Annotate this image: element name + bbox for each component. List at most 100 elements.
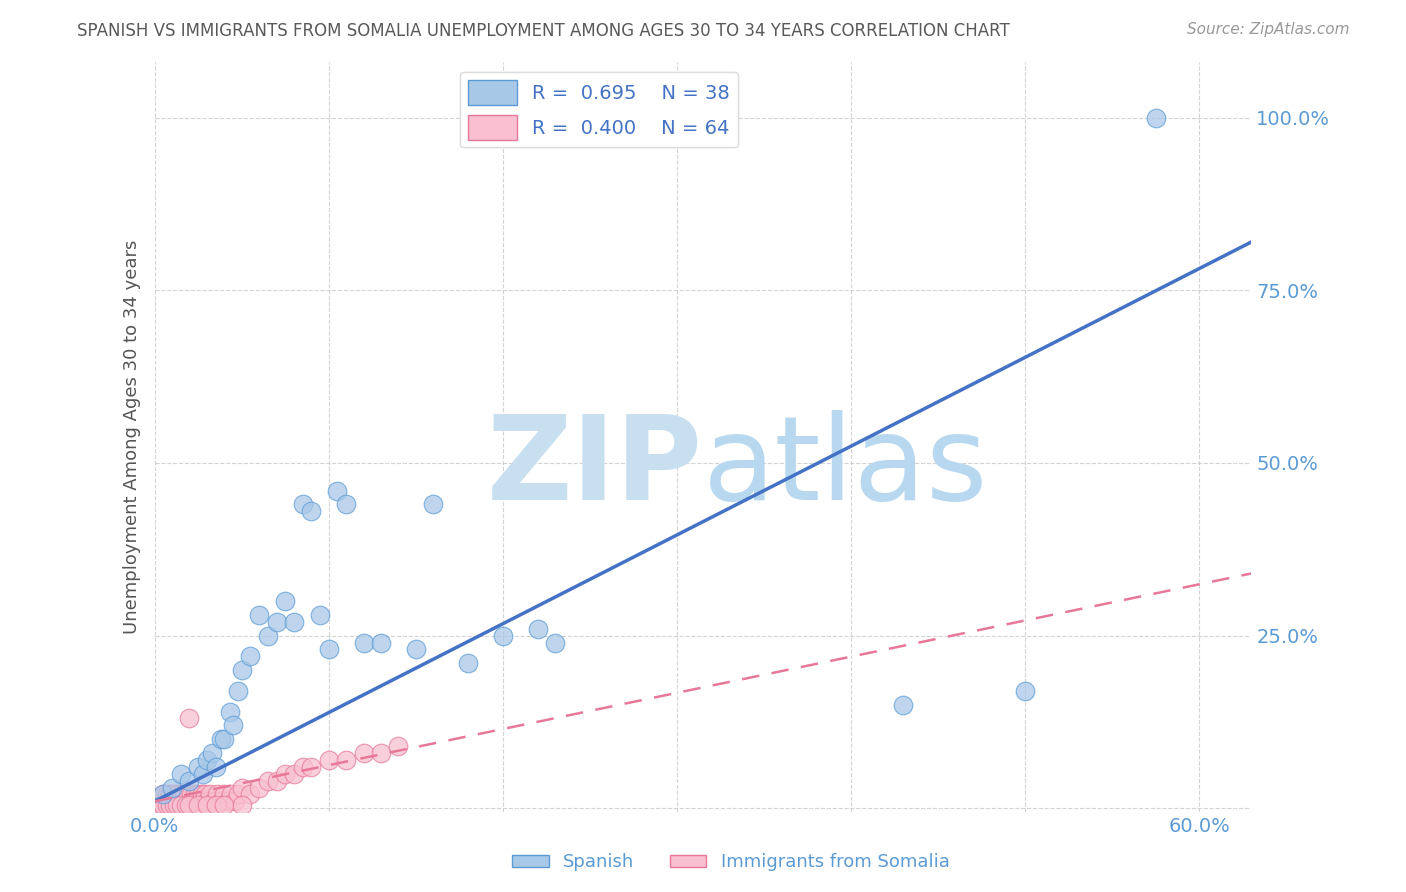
Point <box>152 788 174 802</box>
Point <box>201 746 224 760</box>
Point <box>159 788 181 802</box>
Point <box>256 629 278 643</box>
Point <box>226 684 249 698</box>
Point <box>326 483 349 498</box>
Point <box>174 797 197 812</box>
Point <box>214 732 236 747</box>
Point <box>193 766 215 780</box>
Point <box>1014 684 1036 698</box>
Point <box>224 794 246 808</box>
Point <box>179 773 201 788</box>
Point <box>526 622 548 636</box>
Point <box>219 788 242 802</box>
Point <box>156 797 179 812</box>
Point <box>188 794 211 808</box>
Point <box>214 797 236 812</box>
Point <box>187 797 209 812</box>
Point <box>157 794 180 808</box>
Point <box>153 794 176 808</box>
Point <box>239 649 262 664</box>
Text: SPANISH VS IMMIGRANTS FROM SOMALIA UNEMPLOYMENT AMONG AGES 30 TO 34 YEARS CORREL: SPANISH VS IMMIGRANTS FROM SOMALIA UNEMP… <box>77 22 1010 40</box>
Point <box>370 746 392 760</box>
Text: ZIP: ZIP <box>486 409 703 524</box>
Point <box>152 788 174 802</box>
Point <box>209 794 232 808</box>
Point <box>165 794 187 808</box>
Point <box>299 760 322 774</box>
Point <box>318 642 340 657</box>
Point <box>370 635 392 649</box>
Point <box>160 780 183 795</box>
Point <box>195 753 218 767</box>
Point <box>318 753 340 767</box>
Point <box>170 766 193 780</box>
Point <box>299 504 322 518</box>
Point <box>166 788 188 802</box>
Point <box>156 788 179 802</box>
Legend: Spanish, Immigrants from Somalia: Spanish, Immigrants from Somalia <box>505 847 957 879</box>
Y-axis label: Unemployment Among Ages 30 to 34 years: Unemployment Among Ages 30 to 34 years <box>122 240 141 634</box>
Point <box>204 760 226 774</box>
Point <box>247 780 270 795</box>
Point <box>231 780 253 795</box>
Point <box>353 635 375 649</box>
Text: Source: ZipAtlas.com: Source: ZipAtlas.com <box>1187 22 1350 37</box>
Point <box>492 629 515 643</box>
Point <box>172 794 194 808</box>
Point <box>181 794 204 808</box>
Point <box>256 773 278 788</box>
Point <box>291 760 314 774</box>
Point <box>247 607 270 622</box>
Point <box>405 642 427 657</box>
Point <box>226 788 249 802</box>
Point <box>222 718 245 732</box>
Point <box>207 788 229 802</box>
Point <box>200 788 222 802</box>
Point <box>173 788 195 802</box>
Point <box>163 797 186 812</box>
Point <box>195 794 218 808</box>
Point <box>177 788 200 802</box>
Point <box>291 497 314 511</box>
Point <box>266 615 288 629</box>
Point <box>202 794 225 808</box>
Text: atlas: atlas <box>703 409 988 524</box>
Point <box>231 797 253 812</box>
Point <box>170 797 193 812</box>
Point <box>194 788 217 802</box>
Point <box>167 794 190 808</box>
Point <box>217 794 239 808</box>
Point <box>266 773 288 788</box>
Point <box>422 497 444 511</box>
Point <box>239 788 262 802</box>
Point <box>891 698 914 712</box>
Point <box>309 607 332 622</box>
Point <box>283 615 305 629</box>
Point <box>149 797 172 812</box>
Point <box>274 594 297 608</box>
Point <box>183 788 205 802</box>
Legend: R =  0.695    N = 38, R =  0.400    N = 64: R = 0.695 N = 38, R = 0.400 N = 64 <box>461 72 738 147</box>
Point <box>152 797 174 812</box>
Point <box>159 797 181 812</box>
Point <box>186 794 208 808</box>
Point <box>170 788 193 802</box>
Point <box>163 788 186 802</box>
Point <box>187 760 209 774</box>
Point <box>214 788 236 802</box>
Point <box>174 794 197 808</box>
Point <box>160 794 183 808</box>
Point <box>457 657 479 671</box>
Point <box>353 746 375 760</box>
Point <box>179 711 201 725</box>
Point <box>274 766 297 780</box>
Point <box>179 797 201 812</box>
Point <box>187 788 209 802</box>
Point <box>283 766 305 780</box>
Point <box>1144 111 1167 125</box>
Point <box>180 788 202 802</box>
Point <box>149 794 172 808</box>
Point <box>209 732 232 747</box>
Point <box>544 635 567 649</box>
Point <box>166 797 188 812</box>
